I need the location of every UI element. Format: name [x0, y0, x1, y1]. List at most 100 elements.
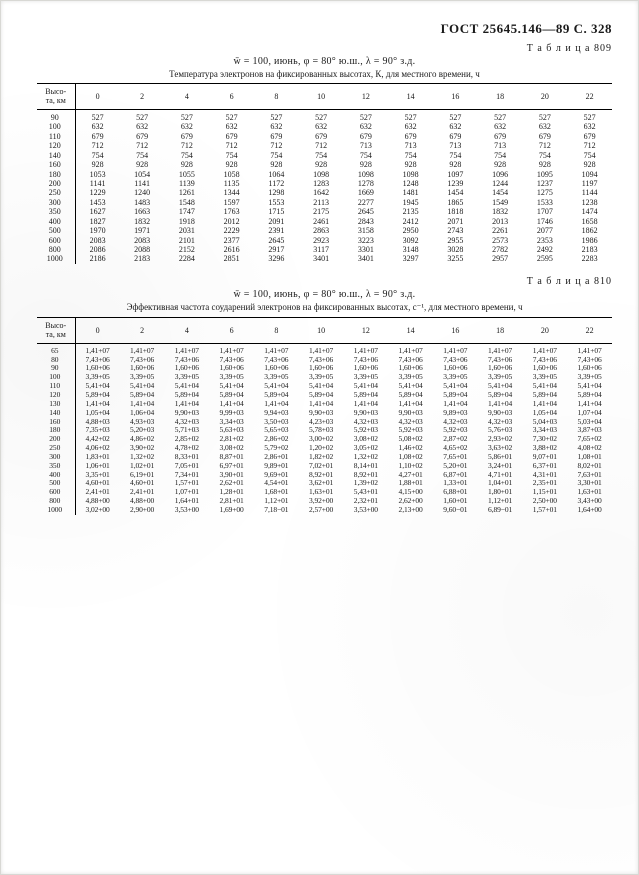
col-hour: 12 — [344, 317, 389, 343]
cell-value: 632 — [209, 122, 254, 131]
page: ГОСТ 25645.146—89 С. 328 Т а б л и ц а 8… — [0, 0, 639, 875]
cell-value: 1,63+01 — [299, 488, 344, 497]
cell-value: 4,86+02 — [120, 435, 165, 444]
cell-value: 713 — [388, 141, 433, 150]
cell-value: 1,41+07 — [120, 343, 165, 355]
table-810-label: Т а б л и ц а 810 — [37, 276, 612, 287]
cell-value: 5,65+03 — [254, 426, 299, 435]
cell-value: 8,02+01 — [567, 462, 612, 471]
cell-value: 9,07+01 — [523, 453, 568, 462]
cell-value: 4,32+03 — [478, 418, 523, 427]
cell-value: 1064 — [254, 170, 299, 179]
cell-value: 1658 — [567, 217, 612, 226]
cell-value: 1,80+01 — [478, 488, 523, 497]
cell-value: 1,08+02 — [388, 453, 433, 462]
cell-value: 754 — [344, 151, 389, 160]
cell-value: 7,34+01 — [165, 471, 210, 480]
cell-value: 7,63+01 — [567, 471, 612, 480]
cell-value: 3,43+00 — [567, 497, 612, 506]
table-row: 2004,42+024,86+022,85+022,81+022,86+023,… — [37, 435, 612, 444]
cell-value: 1746 — [523, 217, 568, 226]
cell-value: 3,39+05 — [254, 373, 299, 382]
cell-value: 1283 — [299, 179, 344, 188]
cell-value: 1,60+06 — [523, 364, 568, 373]
cell-value: 3,05+02 — [344, 444, 389, 453]
cell-value: 3,53+00 — [165, 506, 210, 515]
cell-value: 1,41+07 — [388, 343, 433, 355]
cell-value: 4,60+01 — [120, 479, 165, 488]
cell-value: 1481 — [388, 188, 433, 197]
cell-value: 679 — [165, 132, 210, 141]
cell-value: 3,88+02 — [523, 444, 568, 453]
cell-value: 1597 — [209, 198, 254, 207]
cell-value: 1,60+06 — [165, 364, 210, 373]
cell-value: 2261 — [478, 226, 523, 235]
cell-value: 5,89+04 — [478, 391, 523, 400]
cell-value: 1,41+07 — [254, 343, 299, 355]
cell-value: 7,43+06 — [165, 356, 210, 365]
cell-value: 3,39+05 — [344, 373, 389, 382]
cell-value: 5,41+04 — [299, 382, 344, 391]
cell-value: 3,08+02 — [209, 444, 254, 453]
cell-value: 1,41+04 — [75, 400, 120, 409]
cell-value: 713 — [433, 141, 478, 150]
cell-value: 3,34+03 — [523, 426, 568, 435]
table-row: 3001453148315481597155321132277194518651… — [37, 198, 612, 207]
cell-value: 3,50+03 — [254, 418, 299, 427]
cell-value: 2,32+01 — [344, 497, 389, 506]
cell-value: 3,62+01 — [299, 479, 344, 488]
cell-value: 2,62+01 — [209, 479, 254, 488]
cell-value: 632 — [254, 122, 299, 131]
cell-value: 527 — [299, 109, 344, 122]
cell-value: 679 — [254, 132, 299, 141]
col-hour: 18 — [478, 84, 523, 110]
cell-value: 1,41+04 — [433, 400, 478, 409]
cell-value: 1,07+01 — [165, 488, 210, 497]
col-hour: 18 — [478, 317, 523, 343]
cell-value: 1533 — [523, 198, 568, 207]
cell-value: 754 — [165, 151, 210, 160]
cell-value: 527 — [120, 109, 165, 122]
table-row: 6002,41+012,41+011,07+011,28+011,68+011,… — [37, 488, 612, 497]
col-hour: 4 — [165, 84, 210, 110]
cell-height: 400 — [37, 471, 75, 480]
cell-value: 5,89+04 — [567, 391, 612, 400]
cell-value: 6,88+01 — [433, 488, 478, 497]
cell-value: 4,78+02 — [165, 444, 210, 453]
cell-value: 527 — [478, 109, 523, 122]
table-row: 4003,35+016,19+017,34+013,90+019,69+018,… — [37, 471, 612, 480]
cell-value: 1,41+07 — [299, 343, 344, 355]
cell-value: 3,92+00 — [299, 497, 344, 506]
cell-value: 3,39+05 — [523, 373, 568, 382]
col-hour: 12 — [344, 84, 389, 110]
cell-height: 90 — [37, 364, 75, 373]
cell-value: 1,41+04 — [478, 400, 523, 409]
cell-height: 250 — [37, 444, 75, 453]
cell-value: 2135 — [388, 207, 433, 216]
cell-height: 1000 — [37, 254, 75, 263]
cell-height: 300 — [37, 198, 75, 207]
cell-value: 4,88+03 — [75, 418, 120, 427]
cell-height: 500 — [37, 479, 75, 488]
cell-value: 2923 — [299, 236, 344, 245]
cell-height: 80 — [37, 356, 75, 365]
cell-value: 4,15+00 — [388, 488, 433, 497]
cell-value: 3401 — [299, 254, 344, 263]
cell-value: 3,34+03 — [209, 418, 254, 427]
cell-value: 5,89+04 — [299, 391, 344, 400]
cell-value: 1,39+02 — [344, 479, 389, 488]
cell-value: 712 — [75, 141, 120, 150]
cell-value: 1055 — [165, 170, 210, 179]
cell-value: 1,83+01 — [75, 453, 120, 462]
cell-value: 3,53+00 — [344, 506, 389, 515]
col-hour: 14 — [388, 84, 433, 110]
cell-value: 1971 — [120, 226, 165, 235]
cell-value: 1141 — [120, 179, 165, 188]
cell-value: 8,92+01 — [299, 471, 344, 480]
cell-height: 350 — [37, 462, 75, 471]
cell-value: 632 — [299, 122, 344, 131]
cell-value: 6,87+01 — [433, 471, 478, 480]
cell-value: 1970 — [75, 226, 120, 235]
cell-value: 7,43+06 — [120, 356, 165, 365]
cell-value: 1237 — [523, 179, 568, 188]
